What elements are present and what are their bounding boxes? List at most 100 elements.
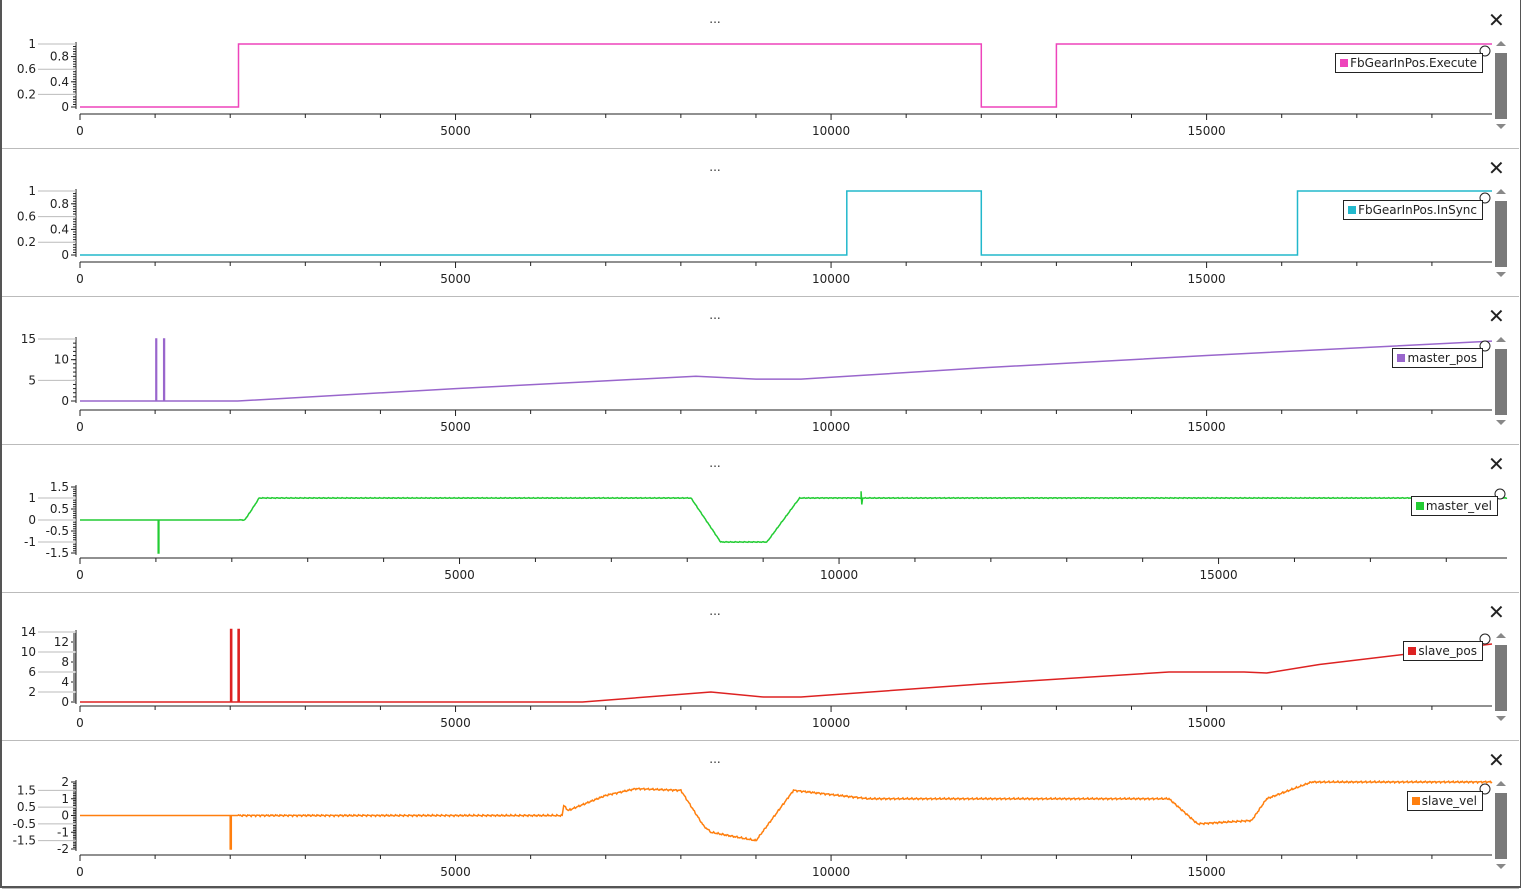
- chart-canvas: 0 2 4 6 8 10 12 14 0 5000 10000 15000: [21, 625, 1493, 730]
- x-tick-label: 10000: [812, 716, 850, 730]
- chart-canvas: 0 0.2 0.4 0.6 0.8 1 0 5000 10000 15000: [17, 37, 1492, 138]
- legend[interactable]: slave_vel: [1406, 791, 1483, 811]
- plot-panel-fbgearinpos-insync[interactable]: ... ✕ 0 0.2 0.4 0.6 0.8 1 0 5000 10000 15000 FbGearI…: [2, 148, 1519, 297]
- close-icon[interactable]: ✕: [1488, 748, 1505, 772]
- close-icon[interactable]: ✕: [1488, 452, 1505, 476]
- series-line: [80, 628, 1493, 703]
- scroll-up-icon[interactable]: [1496, 337, 1506, 342]
- scrollbar-thumb[interactable]: [1495, 53, 1507, 119]
- y-tick-label: 0.6: [17, 62, 36, 76]
- y-tick-label: 0.5: [17, 800, 36, 814]
- x-tick-label: 0: [76, 865, 84, 879]
- plot-panel-slave-vel[interactable]: ... ✕ -2 -1.5 -1 -0.5 0 0.5 1 1.5 2 0 5000 10000 15000…: [2, 740, 1519, 889]
- scroll-up-icon[interactable]: [1496, 633, 1506, 638]
- plot-panel-master-pos[interactable]: ... ✕ 0 5 10 15 0 5000 10000 15000 master_pos: [2, 296, 1519, 445]
- scroll-down-icon[interactable]: [1496, 864, 1506, 869]
- y-tick-label: 6: [28, 665, 36, 679]
- x-tick-label: 5000: [440, 716, 471, 730]
- legend-swatch: [1348, 206, 1357, 214]
- y-tick-label: 0.4: [50, 75, 69, 89]
- scrollbar-thumb[interactable]: [1495, 645, 1507, 711]
- close-icon[interactable]: ✕: [1488, 156, 1505, 180]
- legend[interactable]: master_pos: [1392, 348, 1483, 368]
- legend-swatch: [1340, 59, 1349, 67]
- legend-label: slave_pos: [1418, 644, 1477, 658]
- series-line: [80, 491, 1508, 554]
- chart-canvas: -2 -1.5 -1 -0.5 0 0.5 1 1.5 2 0 5000 10000 15000: [13, 775, 1493, 879]
- x-tick-label: 0: [76, 124, 84, 138]
- chart-canvas: 0 5 10 15 0 5000 10000 15000: [21, 332, 1493, 434]
- y-tick-label: 5: [28, 373, 36, 387]
- legend-swatch: [1397, 354, 1406, 362]
- legend-label: FbGearInPos.InSync: [1358, 203, 1477, 217]
- x-tick-label: 0: [76, 716, 84, 730]
- scroll-down-icon[interactable]: [1496, 124, 1506, 129]
- legend[interactable]: master_vel: [1410, 496, 1498, 516]
- close-icon[interactable]: ✕: [1488, 304, 1505, 328]
- x-tick-label: 5000: [440, 420, 471, 434]
- scrollbar-thumb[interactable]: [1495, 349, 1507, 415]
- x-tick-label: 10000: [820, 568, 858, 582]
- panel-menu-button[interactable]: ...: [709, 456, 721, 470]
- x-tick-label: 5000: [444, 568, 475, 582]
- chart-canvas: -1.5 -1 -0.5 0 0.5 1 1.5 0 5000 10000 15000: [24, 480, 1508, 582]
- scroll-up-icon[interactable]: [1496, 189, 1506, 194]
- y-tick-label: 14: [21, 625, 36, 639]
- panel-menu-button[interactable]: ...: [709, 160, 721, 174]
- y-tick-label: -1: [24, 535, 36, 549]
- y-tick-label: 0.4: [50, 222, 69, 236]
- legend-label: master_vel: [1425, 499, 1492, 513]
- x-tick-label: 15000: [1188, 716, 1226, 730]
- x-tick-label: 5000: [440, 124, 471, 138]
- y-tick-label: 0: [28, 513, 36, 527]
- scroll-down-icon[interactable]: [1496, 420, 1506, 425]
- panel-menu-button[interactable]: ...: [709, 308, 721, 322]
- plot-panel-fbgearinpos-execute[interactable]: ... ✕ 0 0.2 0.4 0.6 0.8 1 0 5000 10000 15000 FbGearI…: [2, 0, 1519, 149]
- y-tick-label: -0.5: [46, 524, 69, 538]
- scroll-up-icon[interactable]: [1496, 41, 1506, 46]
- x-tick-label: 15000: [1188, 124, 1226, 138]
- x-tick-label: 0: [76, 272, 84, 286]
- x-tick-label: 5000: [440, 865, 471, 879]
- y-tick-label: 0: [61, 695, 69, 709]
- x-tick-label: 15000: [1188, 865, 1226, 879]
- series-line: [80, 338, 1493, 402]
- close-icon[interactable]: ✕: [1488, 8, 1505, 32]
- y-tick-label: 1.5: [50, 480, 69, 494]
- scroll-up-icon[interactable]: [1496, 781, 1506, 786]
- y-tick-label: 0.8: [50, 197, 69, 211]
- legend[interactable]: slave_pos: [1403, 641, 1483, 661]
- panel-menu-button[interactable]: ...: [709, 752, 721, 766]
- legend[interactable]: FbGearInPos.Execute: [1335, 53, 1483, 73]
- y-tick-label: 15: [21, 332, 36, 346]
- y-tick-label: -1: [57, 825, 69, 839]
- chart-canvas: 0 0.2 0.4 0.6 0.8 1 0 5000 10000 15000: [17, 184, 1492, 286]
- y-tick-label: 1.5: [17, 783, 36, 797]
- x-tick-label: 5000: [440, 272, 471, 286]
- y-tick-label: 0.2: [17, 87, 36, 101]
- y-tick-label: 8: [61, 655, 69, 669]
- series-line: [80, 43, 1492, 108]
- y-tick-label: -1.5: [13, 834, 36, 848]
- legend-swatch: [1411, 797, 1420, 805]
- scrollbar-thumb[interactable]: [1495, 201, 1507, 267]
- scrollbar-thumb[interactable]: [1495, 793, 1507, 859]
- y-tick-label: 2: [61, 775, 69, 789]
- scroll-down-icon[interactable]: [1496, 716, 1506, 721]
- x-tick-label: 15000: [1188, 272, 1226, 286]
- y-tick-label: 0.6: [17, 210, 36, 224]
- legend[interactable]: FbGearInPos.InSync: [1343, 200, 1483, 220]
- scroll-down-icon[interactable]: [1496, 272, 1506, 277]
- x-tick-label: 0: [76, 568, 84, 582]
- y-tick-label: 2: [28, 685, 36, 699]
- series-line: [80, 190, 1492, 256]
- plot-panel-master-vel[interactable]: ... ✕ -1.5 -1 -0.5 0 0.5 1 1.5 0 5000 10000 15000 mas…: [2, 444, 1519, 593]
- plot-panel-slave-pos[interactable]: ... ✕ 0 2 4 6 8 10 12 14 0 5000 10000 15000 slave_pos: [2, 592, 1519, 741]
- close-icon[interactable]: ✕: [1488, 600, 1505, 624]
- panel-menu-button[interactable]: ...: [709, 604, 721, 618]
- y-tick-label: -0.5: [13, 817, 36, 831]
- legend-label: master_pos: [1407, 351, 1477, 365]
- series-line: [80, 779, 1493, 850]
- panel-menu-button[interactable]: ...: [709, 12, 721, 26]
- y-tick-label: 0: [61, 394, 69, 408]
